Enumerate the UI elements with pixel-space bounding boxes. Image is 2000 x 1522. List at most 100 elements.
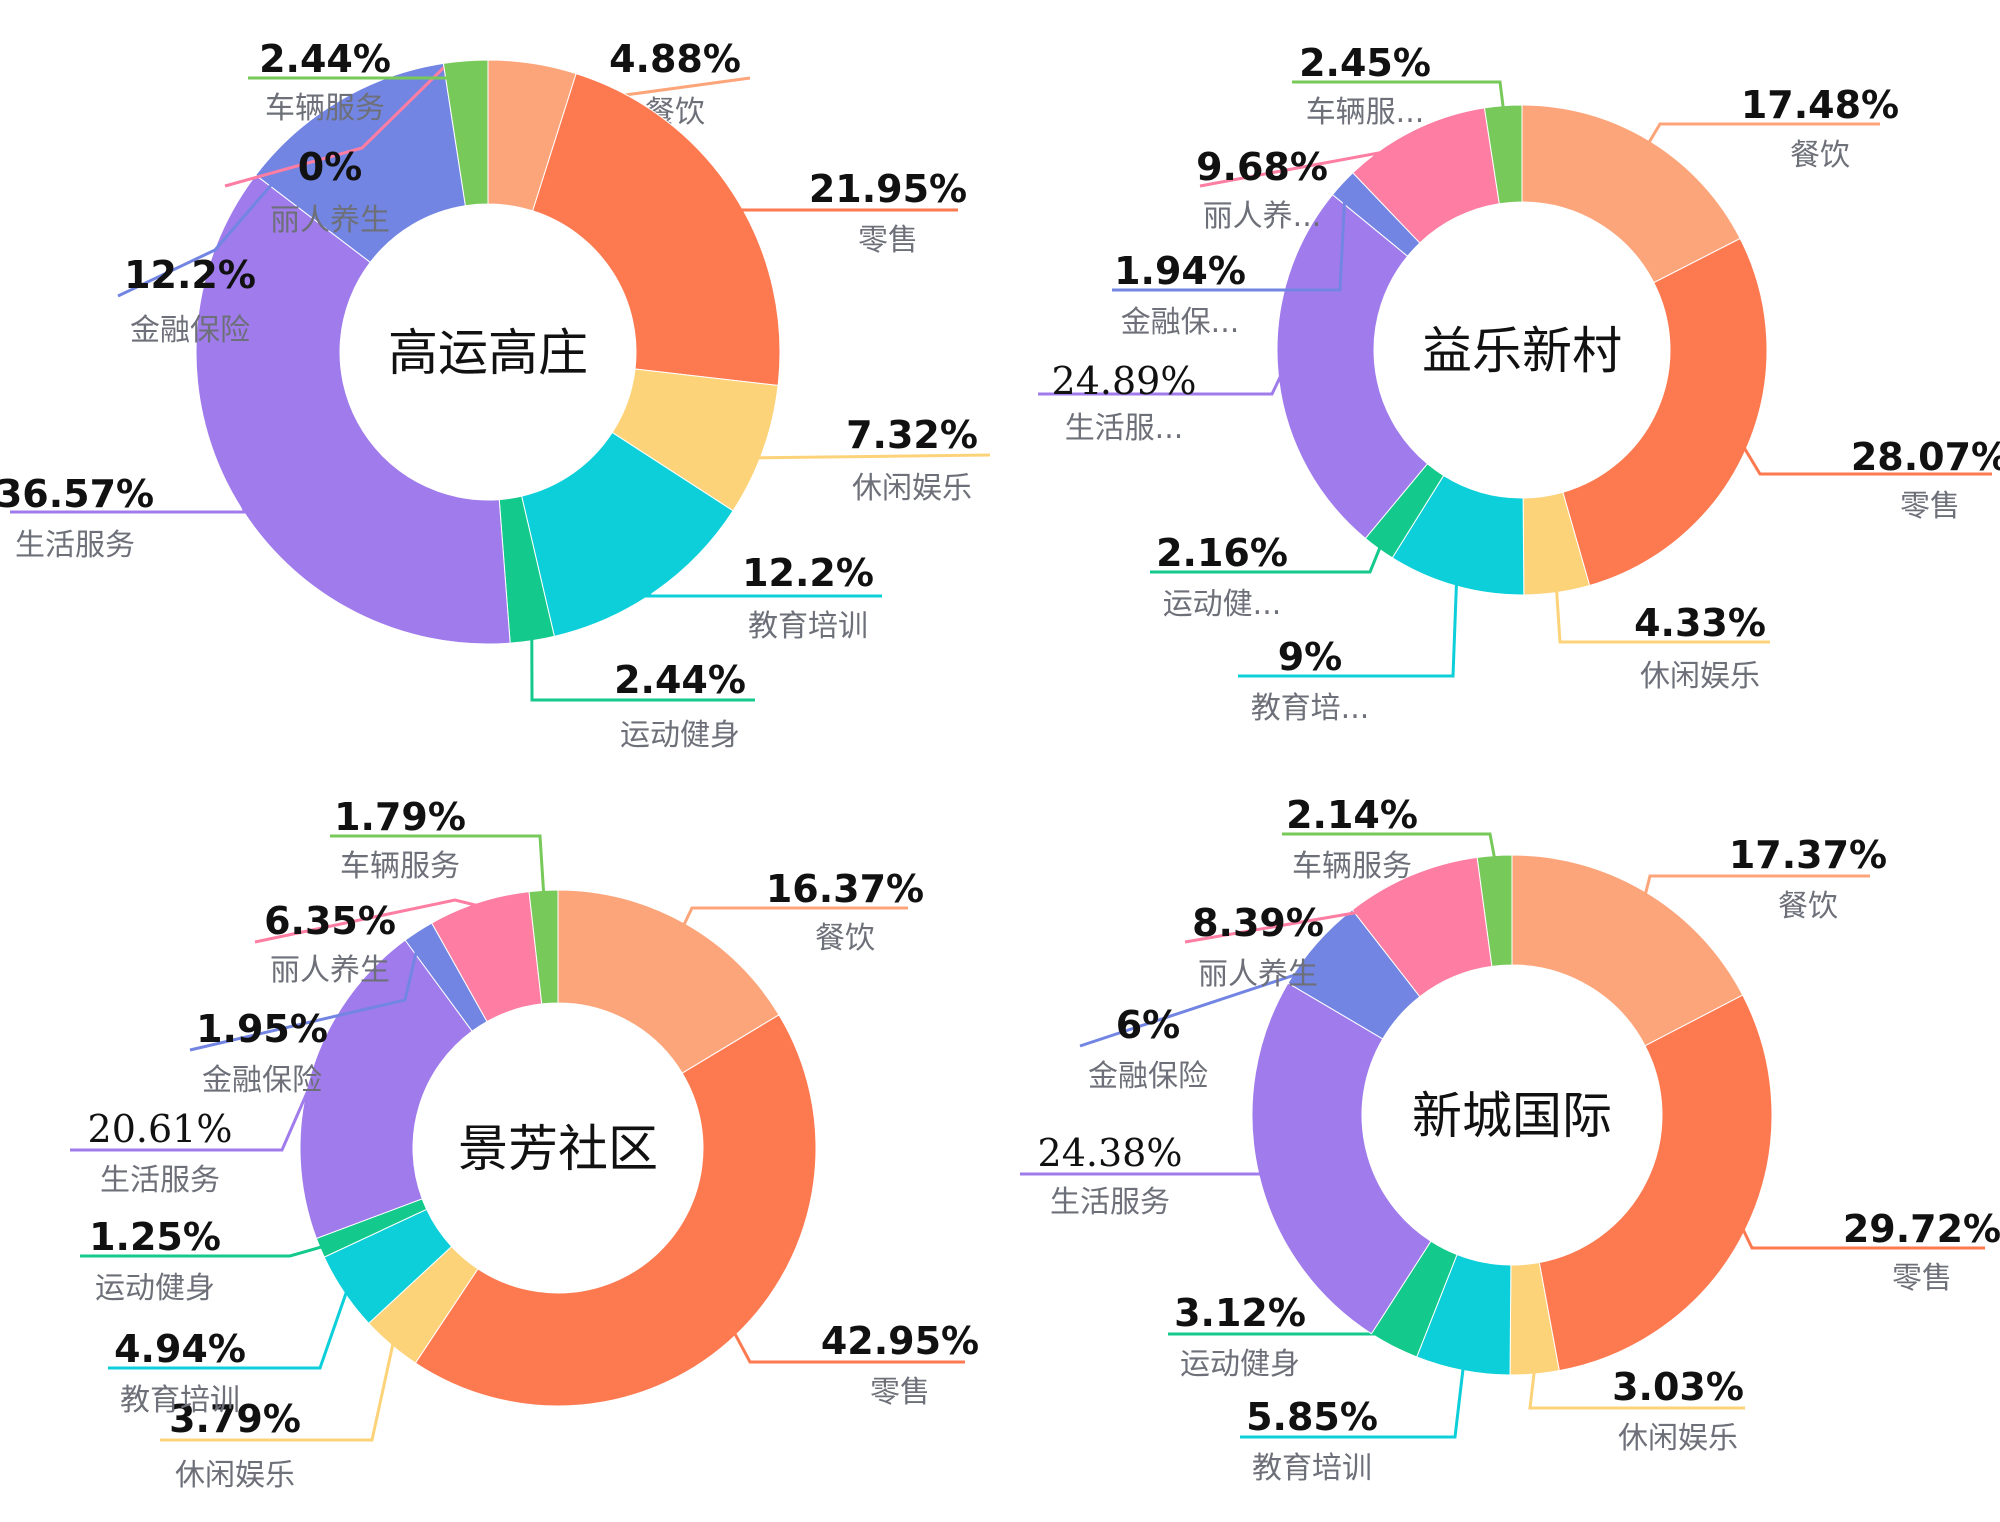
category-label-retail: 零售 (1892, 1261, 1952, 1296)
category-label-fitness: 运动健身 (620, 718, 740, 753)
value-label-retail: 28.07% (1851, 435, 2000, 479)
slice-life-service[interactable] (195, 174, 511, 645)
leader-line-dining (1646, 122, 1880, 146)
value-label-finance: 1.94% (1114, 249, 1246, 293)
category-label-finance: 金融保险 (202, 1063, 322, 1098)
category-label-vehicle: 车辆服务 (340, 849, 460, 884)
slice-vehicle[interactable] (528, 889, 559, 1005)
value-label-beauty: 9.68% (1196, 145, 1328, 189)
category-label-leisure: 休闲娱乐 (1640, 659, 1760, 694)
value-label-fitness: 2.16% (1156, 531, 1288, 575)
slice-retail[interactable] (1562, 237, 1768, 587)
category-label-dining: 餐饮 (1790, 138, 1850, 173)
leader-line-vehicle (248, 64, 473, 80)
category-label-vehicle: 车辆服... (1306, 95, 1425, 130)
value-label-leisure: 4.33% (1634, 601, 1766, 645)
value-label-beauty: 0% (298, 145, 363, 189)
leader-line-fitness (1150, 544, 1383, 574)
category-label-retail: 零售 (1900, 489, 1960, 524)
category-label-life-service: 生活服... (1065, 411, 1184, 446)
chart-title: 高运高庄 (388, 324, 588, 382)
value-label-education: 12.2% (742, 551, 874, 595)
donut-chart-gaoyun: 4.88%餐饮21.95%零售7.32%休闲娱乐12.2%教育培训2.44%运动… (0, 37, 991, 753)
leader-line-education (1240, 1366, 1465, 1439)
leader-line-fitness (80, 1244, 325, 1258)
value-label-vehicle: 2.44% (259, 37, 391, 81)
slice-retail[interactable] (414, 1014, 817, 1407)
value-label-beauty: 8.39% (1192, 901, 1324, 945)
value-label-finance: 1.95% (196, 1007, 328, 1051)
category-label-life-service: 生活服务 (15, 528, 135, 563)
chart-title: 景芳社区 (458, 1120, 658, 1178)
value-label-leisure: 7.32% (846, 413, 978, 457)
slice-dining[interactable] (1511, 854, 1744, 1047)
donut-chart-yile: 17.48% 餐饮 28.07% 零售 4.33% 休闲娱乐 9% 教育培... 2.16% 运动… (1038, 41, 2000, 726)
value-label-retail: 29.72% (1843, 1207, 2000, 1251)
value-label-leisure: 3.79% (169, 1397, 301, 1441)
category-label-finance: 金融保险 (130, 313, 250, 348)
value-label-fitness: 2.44% (614, 658, 746, 702)
leader-line-retail (732, 1330, 965, 1364)
category-label-leisure: 休闲娱乐 (175, 1458, 295, 1493)
leader-line-leisure (739, 448, 991, 460)
leader-line-dining (681, 906, 908, 928)
leader-line-leisure (1528, 1369, 1745, 1410)
value-label-dining: 17.48% (1741, 83, 1899, 127)
donut-chart-xincheng: 17.37% 餐饮 29.72% 零售 3.03% 休闲娱乐 5.85% 教育培训 3.12% 运… (1020, 793, 2000, 1486)
chart-title: 益乐新村 (1422, 322, 1622, 380)
category-label-beauty: 丽人养生 (270, 953, 390, 988)
category-label-education: 教育培训 (1252, 1451, 1372, 1486)
category-label-fitness: 运动健... (1163, 587, 1282, 622)
value-label-retail: 21.95% (809, 167, 967, 211)
slice-dining[interactable] (557, 889, 780, 1074)
value-label-leisure: 3.03% (1612, 1365, 1744, 1409)
category-label-beauty: 丽人养生 (270, 203, 390, 238)
slice-retail[interactable] (532, 72, 781, 387)
value-label-fitness: 1.25% (89, 1215, 221, 1259)
slice-vehicle[interactable] (1483, 104, 1523, 205)
leader-line-fitness (530, 636, 755, 702)
slice-life-service[interactable] (1251, 982, 1432, 1335)
value-label-vehicle: 2.14% (1286, 793, 1418, 837)
category-label-vehicle: 车辆服务 (1292, 849, 1412, 884)
value-label-dining: 17.37% (1729, 833, 1887, 877)
leader-line-finance (189, 934, 422, 1052)
category-label-fitness: 运动健身 (1180, 1347, 1300, 1382)
value-label-life-service: 24.38% (1038, 1131, 1183, 1175)
leader-line-finance (1112, 186, 1347, 292)
value-label-education: 4.94% (114, 1327, 246, 1371)
leader-line-retail (1741, 445, 1992, 476)
leader-line-education (1238, 581, 1459, 678)
leader-line-beauty (254, 898, 481, 944)
category-label-dining: 餐饮 (815, 921, 875, 956)
leader-line-education (108, 1289, 349, 1370)
slice-retail[interactable] (1538, 994, 1773, 1372)
donut-chart-jingfang: 16.37% 餐饮 42.95% 零售 3.79% 休闲娱乐 4.94% 教育培训 1.25% 运… (70, 795, 979, 1493)
category-label-retail: 零售 (870, 1375, 930, 1410)
value-label-life-service: 20.61% (88, 1107, 233, 1151)
leader-line-dining (528, 67, 751, 110)
category-label-education: 教育培... (1251, 691, 1370, 726)
value-label-dining: 4.88% (609, 37, 741, 81)
category-label-fitness: 运动健身 (95, 1271, 215, 1306)
value-label-finance: 6% (1116, 1003, 1181, 1047)
category-label-beauty: 丽人养生 (1198, 957, 1318, 992)
value-label-life-service: 24.89% (1052, 359, 1197, 403)
slice-vehicle[interactable] (442, 59, 489, 207)
leader-line-vehicle (1282, 832, 1497, 860)
leader-line-beauty (224, 66, 446, 188)
category-label-leisure: 休闲娱乐 (852, 471, 972, 506)
leader-line-life-service (1038, 372, 1284, 396)
category-label-dining: 餐饮 (1778, 889, 1838, 924)
slice-life-service[interactable] (1276, 193, 1429, 540)
slice-vehicle[interactable] (1476, 854, 1513, 967)
value-label-vehicle: 2.45% (1299, 41, 1431, 85)
leader-line-vehicle (1292, 80, 1505, 110)
category-label-retail: 零售 (858, 223, 918, 258)
leader-line-life-service (70, 1074, 316, 1152)
category-label-leisure: 休闲娱乐 (1618, 1421, 1738, 1456)
category-label-education: 教育培训 (120, 1383, 240, 1418)
value-label-retail: 42.95% (821, 1319, 979, 1363)
leader-line-retail (717, 194, 958, 212)
